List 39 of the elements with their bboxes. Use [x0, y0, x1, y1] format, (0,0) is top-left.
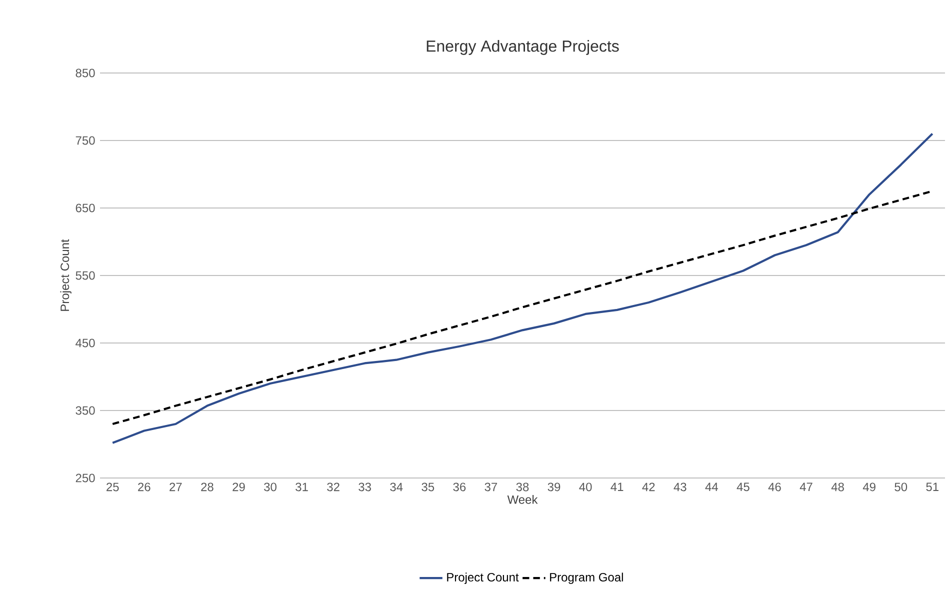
x-tick-label: 32	[327, 482, 340, 492]
y-tick-label: 650	[76, 204, 95, 212]
x-tick-label: 43	[674, 482, 686, 492]
x-tick-label: 49	[862, 482, 876, 492]
x-tick-label: 44	[705, 482, 718, 491]
x-axis-title: Week	[507, 495, 538, 504]
x-tick-label: 50	[894, 482, 908, 492]
x-tick-label: 48	[831, 482, 844, 492]
x-tick-label: 51	[926, 482, 938, 492]
x-tick-label: 26	[138, 482, 150, 492]
x-tick-label: 42	[642, 482, 655, 492]
y-tick-label: 550	[76, 271, 95, 280]
legend-label: Program Goal	[550, 572, 623, 584]
chart-title: Energy Advantage Projects	[426, 40, 619, 55]
x-tick-label: 29	[232, 482, 245, 492]
x-tick-label: 30	[264, 482, 276, 492]
x-tick-label: 35	[422, 482, 434, 492]
x-tick-label: 34	[390, 482, 403, 492]
y-tick-label: 250	[76, 474, 95, 482]
x-tick-label: 25	[106, 482, 119, 492]
x-tick-label: 33	[358, 482, 371, 492]
y-tick-label: 850	[76, 68, 95, 78]
x-tick-label: 40	[579, 482, 592, 492]
x-tick-label: 46	[768, 482, 781, 492]
x-tick-label: 27	[170, 482, 182, 492]
y-tick-label: 750	[76, 136, 95, 145]
x-tick-label: 41	[610, 482, 624, 491]
x-tick-label: 45	[736, 482, 750, 492]
y-tick-label: 450	[76, 338, 95, 348]
y-tick-label: 350	[76, 406, 95, 415]
x-tick-label: 36	[453, 482, 466, 492]
x-tick-label: 31	[296, 482, 308, 492]
x-tick-label: 37	[484, 482, 498, 492]
x-tick-label: 38	[516, 482, 529, 492]
y-axis-title: Project Count	[60, 239, 72, 311]
legend-label: Project Count	[447, 572, 519, 584]
x-tick-label: 28	[201, 482, 214, 492]
x-tick-label: 39	[548, 482, 560, 492]
x-tick-label: 47	[800, 482, 812, 491]
